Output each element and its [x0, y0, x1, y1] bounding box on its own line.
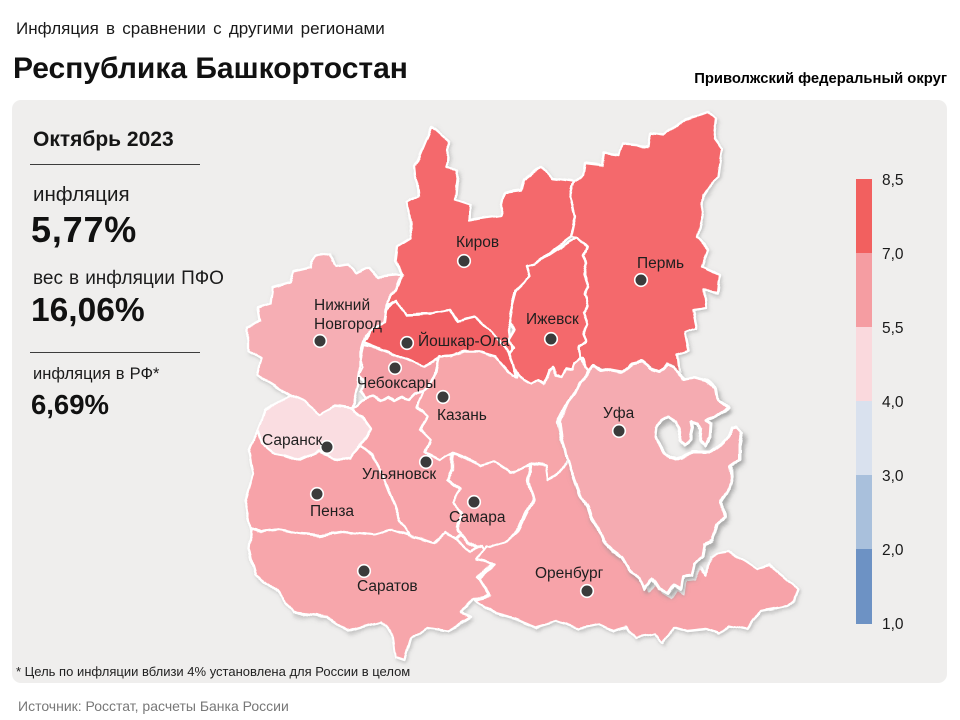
- svg-text:Киров: Киров: [456, 234, 499, 251]
- svg-text:3,0: 3,0: [882, 468, 904, 485]
- svg-text:Уфа: Уфа: [603, 405, 635, 422]
- svg-text:Пенза: Пенза: [310, 503, 354, 520]
- svg-text:1,0: 1,0: [882, 616, 904, 633]
- svg-text:Саранск: Саранск: [262, 432, 323, 449]
- svg-text:Новгород: Новгород: [314, 316, 382, 333]
- svg-text:Нижний: Нижний: [314, 297, 370, 314]
- svg-text:5,5: 5,5: [882, 320, 904, 337]
- svg-text:Саратов: Саратов: [357, 578, 418, 595]
- svg-text:Оренбург: Оренбург: [535, 565, 604, 582]
- svg-text:Чебоксары: Чебоксары: [357, 375, 436, 392]
- svg-text:7,0: 7,0: [882, 246, 904, 263]
- svg-text:Ульяновск: Ульяновск: [362, 466, 436, 483]
- svg-text:Пермь: Пермь: [637, 255, 684, 272]
- svg-text:4,0: 4,0: [882, 394, 904, 411]
- svg-text:Йошкар-Ола: Йошкар-Ола: [418, 332, 510, 350]
- svg-text:Самара: Самара: [449, 509, 506, 526]
- svg-text:2,0: 2,0: [882, 542, 904, 559]
- svg-text:Казань: Казань: [437, 407, 487, 424]
- svg-text:Ижевск: Ижевск: [526, 311, 579, 328]
- svg-text:8,5: 8,5: [882, 172, 904, 189]
